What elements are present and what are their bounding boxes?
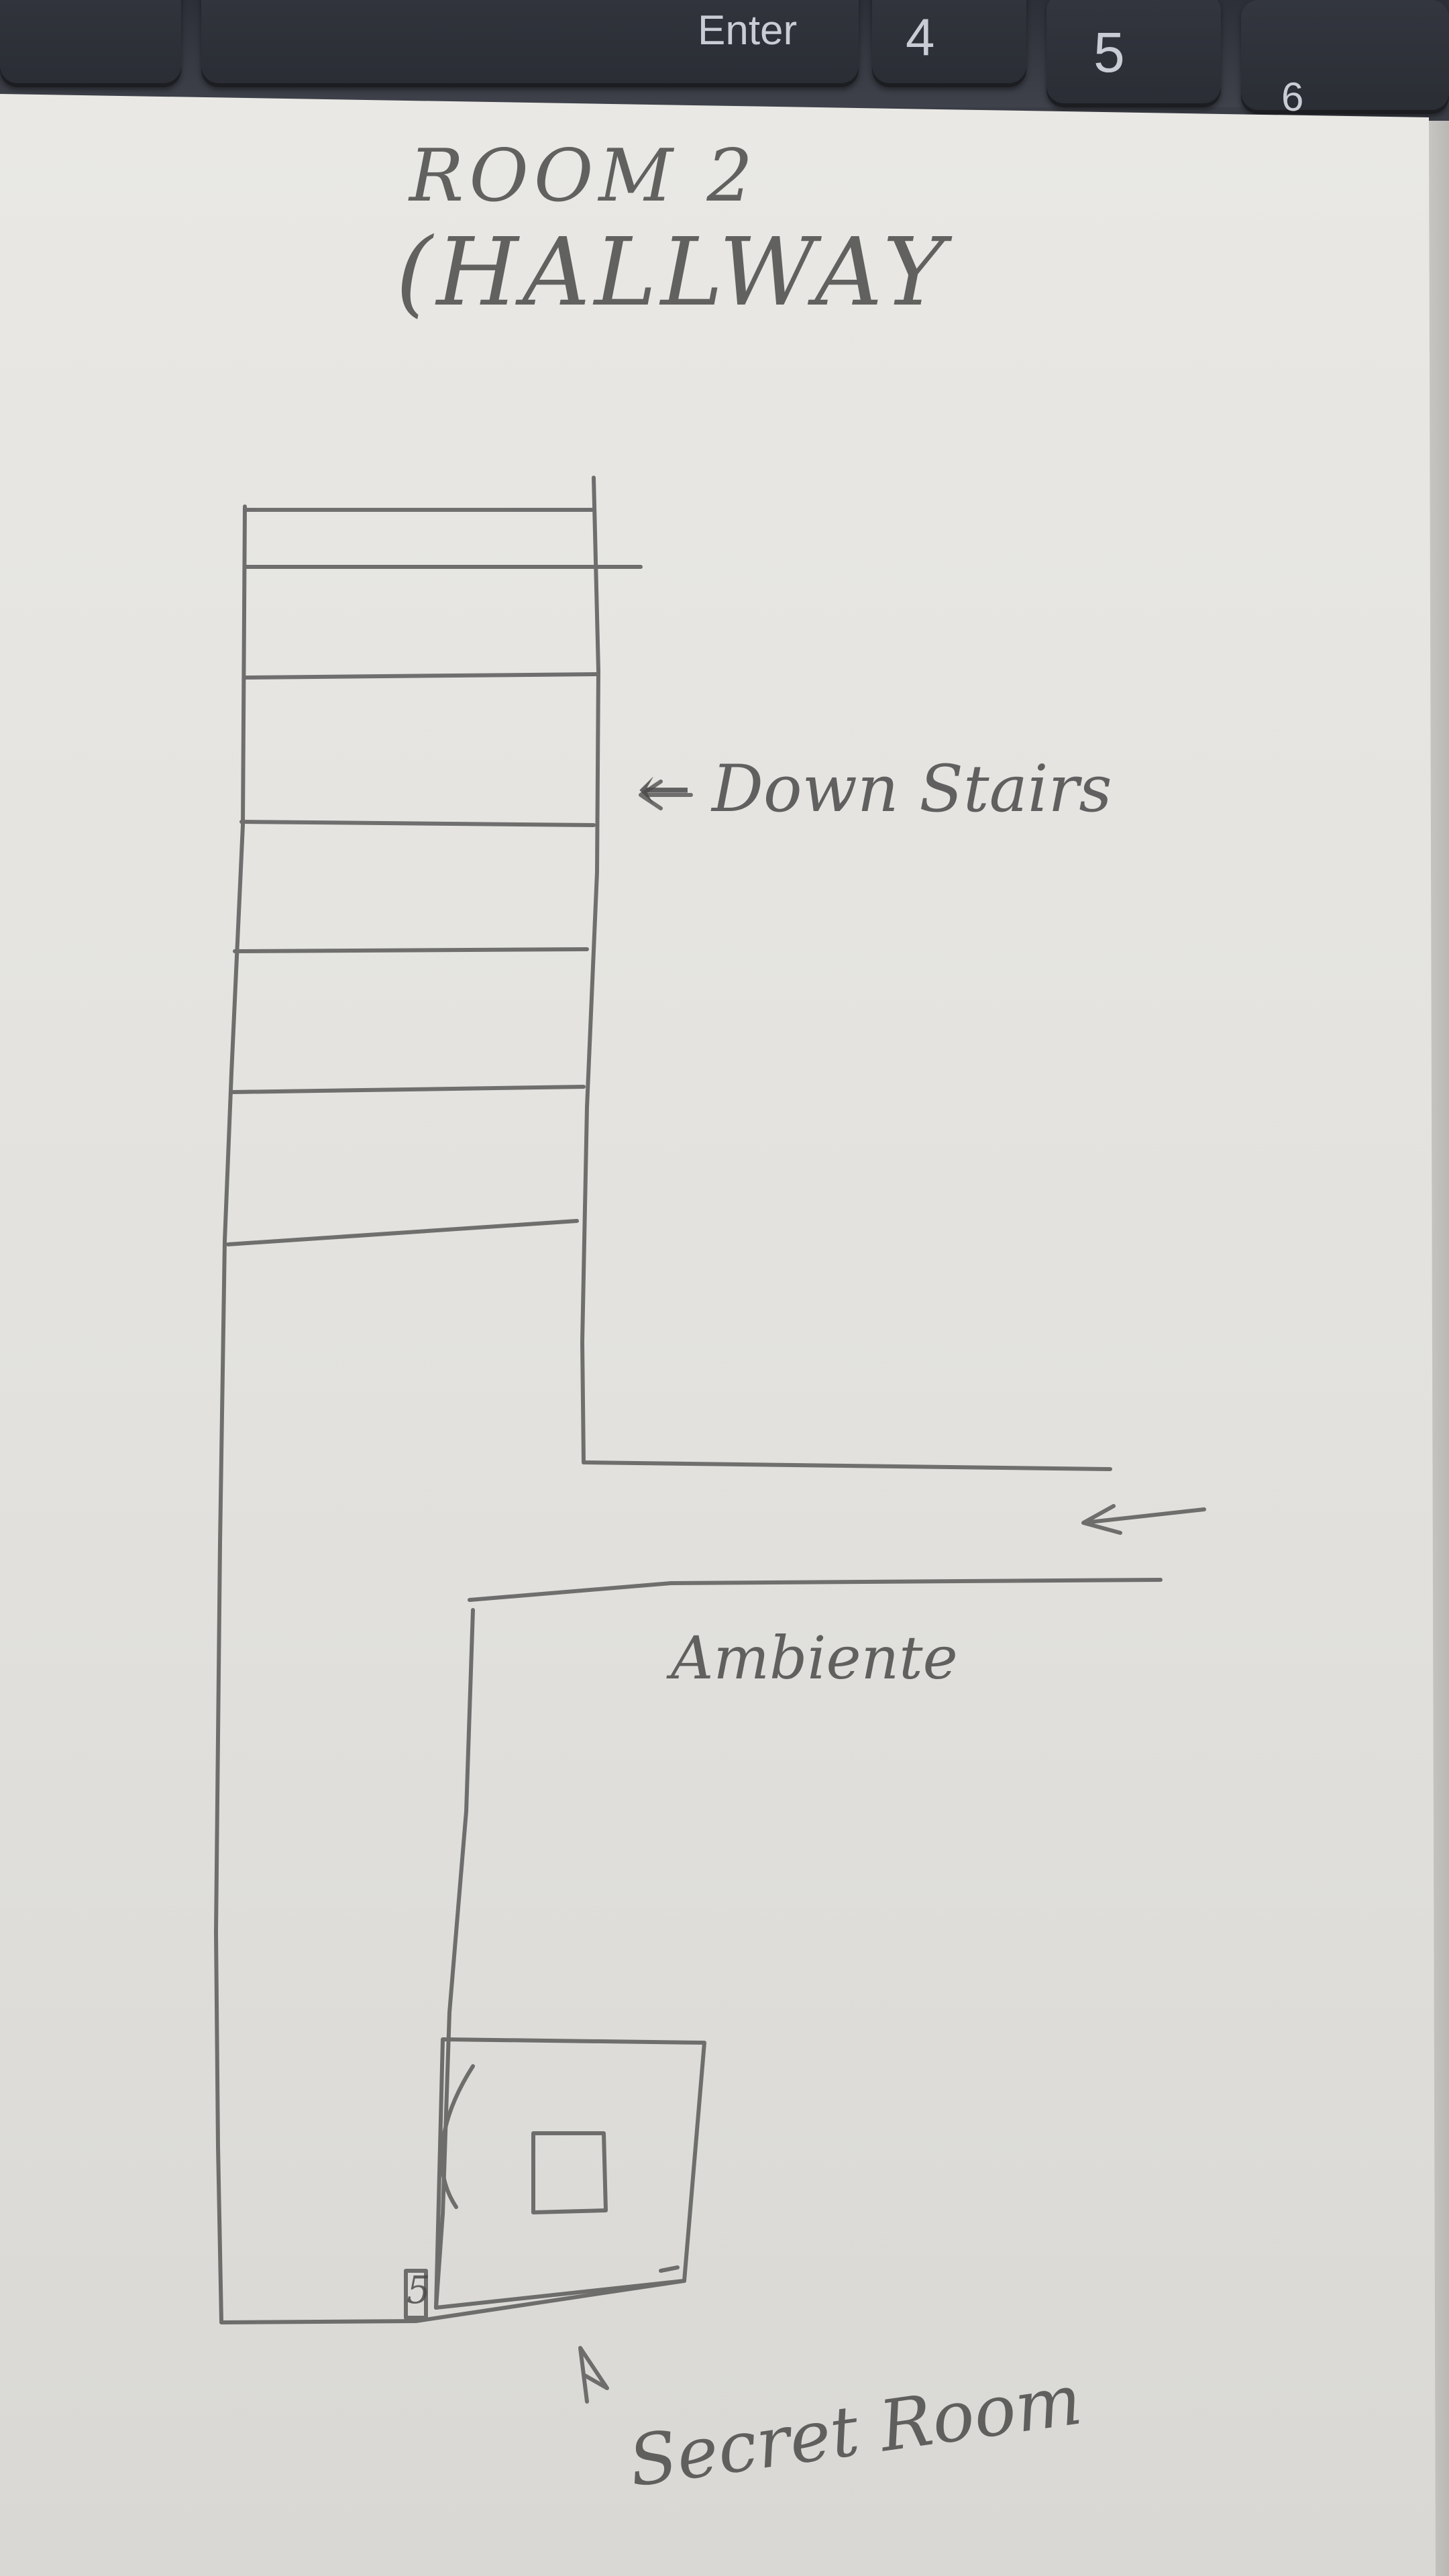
key-6: 6 [1241, 0, 1449, 119]
label-down-stairs: ← Down Stairs [637, 751, 1112, 826]
secret-room-curve [439, 2064, 475, 2209]
arrow-stairs [639, 780, 693, 810]
key-label: 6 [1281, 74, 1304, 119]
paper-sheet [0, 94, 1436, 2576]
inner-wall [434, 1608, 475, 2310]
keyboard: Enter 4 5 6 [0, 0, 1449, 119]
left-wall [214, 504, 247, 2323]
label-door-5: 5 [407, 2269, 431, 2312]
title-line-2: (HALLWAY [396, 218, 949, 327]
key-5: 5 [1046, 0, 1221, 107]
stair-line [233, 947, 589, 953]
stair-line [243, 672, 599, 680]
arrow-entrance [1081, 1504, 1206, 1535]
corridor-lower-edge [468, 1578, 1163, 1602]
stair-line [229, 1085, 586, 1094]
key-4: 4 [872, 0, 1026, 87]
title-line-1: ROOM 2 [409, 134, 759, 218]
bottom-wall [219, 2279, 686, 2324]
door-marker [404, 2269, 428, 2320]
object-square [531, 2131, 608, 2214]
key-enter: Enter [201, 0, 859, 87]
key-label: Enter [698, 7, 798, 54]
label-ambiente: Ambiente [671, 1623, 958, 1693]
stair-line [226, 1219, 579, 1246]
corridor-upper-edge [582, 1460, 1112, 1471]
right-wall-upper [580, 476, 600, 1464]
marker [659, 2265, 680, 2273]
keyboard-key [0, 0, 181, 87]
arrow-secret [578, 2346, 609, 2404]
key-label: 4 [906, 7, 935, 66]
secret-room-box [434, 2037, 706, 2310]
key-label: 5 [1093, 21, 1125, 84]
stair-line [239, 820, 596, 827]
